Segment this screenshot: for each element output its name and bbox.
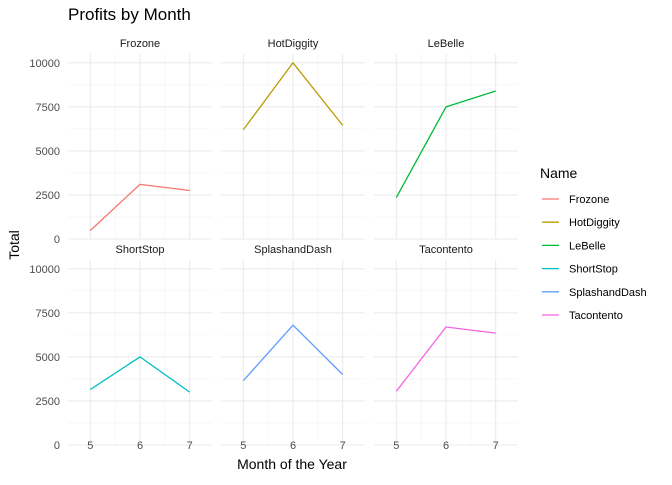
facet-panel-splashanddash: SplashandDash [221, 244, 365, 446]
x-tick-label: 7 [340, 440, 346, 452]
x-tick-label: 5 [87, 440, 93, 452]
legend-label: Frozone [569, 194, 609, 206]
y-tick-label: 0 [54, 440, 60, 452]
legend-label: Tacontento [569, 310, 623, 322]
x-tick-label: 7 [187, 440, 193, 452]
legend-label: HotDiggity [569, 217, 620, 229]
facet-strip-label: HotDiggity [268, 38, 319, 50]
x-tick-label: 5 [393, 440, 399, 452]
legend: Name Frozone HotDiggity LeBelle ShortStop Sp… [540, 165, 647, 322]
series-line-shortstop [89, 356, 191, 393]
legend-title: Name [540, 165, 578, 181]
x-axis-title: Month of the Year [237, 456, 347, 472]
legend-label: ShortStop [569, 264, 618, 276]
y-tick-label: 5000 [36, 352, 60, 364]
x-tick-label: 6 [137, 440, 143, 452]
legend-label: LeBelle [569, 240, 606, 252]
y-axis-title: Total [6, 230, 22, 260]
series-line-hotdiggity [242, 62, 344, 131]
x-tick-label: 5 [240, 440, 246, 452]
x-tick-label: 7 [493, 440, 499, 452]
x-tick-label: 6 [443, 440, 449, 452]
y-tick-label: 2500 [36, 190, 60, 202]
facet-panel-shortstop: ShortStop [68, 244, 212, 446]
x-tick-label: 6 [290, 440, 296, 452]
y-tick-label: 0 [54, 234, 60, 246]
legend-item: HotDiggity [542, 217, 620, 229]
facet-panel-lebelle: LeBelle [374, 38, 518, 240]
series-line-splashanddash [242, 324, 344, 382]
facet-panels: Frozone HotDiggity LeBelle ShortStop Splasha… [68, 38, 518, 446]
series-line-frozone [89, 183, 190, 231]
facet-strip-label: SplashandDash [254, 244, 332, 256]
legend-item: LeBelle [542, 240, 606, 252]
y-tick-label: 7500 [36, 308, 60, 320]
y-tick-label: 2500 [36, 396, 60, 408]
y-tick-label: 5000 [36, 146, 60, 158]
facet-panel-tacontento: Tacontento [374, 244, 518, 446]
facet-strip-label: LeBelle [428, 38, 465, 50]
x-axis-ticks: 5 6 7 5 6 7 5 6 7 [87, 440, 498, 452]
y-axis-ticks: 0 2500 5000 7500 10000 0 2500 5000 7500 10000 [29, 58, 60, 452]
facet-strip-label: Frozone [120, 38, 160, 50]
series-line-tacontento [395, 326, 496, 392]
y-tick-label: 10000 [29, 58, 60, 70]
legend-item: SplashandDash [542, 287, 647, 299]
legend-label: SplashandDash [569, 287, 647, 299]
legend-item: Tacontento [542, 310, 623, 322]
y-tick-label: 10000 [29, 264, 60, 276]
facet-strip-label: Tacontento [419, 244, 473, 256]
legend-item: Frozone [542, 194, 609, 206]
y-tick-label: 7500 [36, 102, 60, 114]
series-line-lebelle [395, 90, 496, 198]
facet-panel-hotdiggity: HotDiggity [221, 38, 365, 240]
legend-item: ShortStop [542, 264, 618, 276]
facet-strip-label: ShortStop [116, 244, 165, 256]
facet-panel-frozone: Frozone [68, 38, 212, 240]
chart-title: Profits by Month [68, 5, 191, 24]
